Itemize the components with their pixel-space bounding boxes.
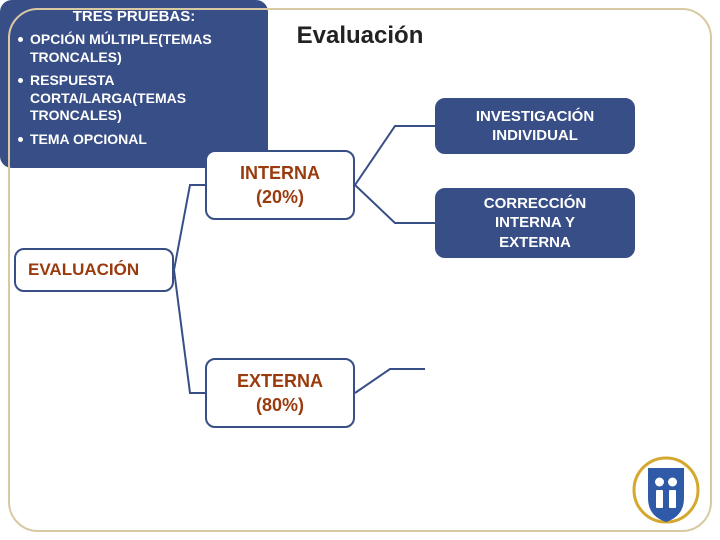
node-evaluacion: EVALUACIÓN (14, 248, 174, 292)
school-logo (632, 454, 700, 526)
node-correccion-line2: INTERNA Y (484, 213, 587, 233)
node-investigacion-line1: INVESTIGACIÓN (476, 107, 594, 127)
list-item: OPCIÓN MÚLTIPLE(TEMAS TRONCALES) (18, 31, 254, 66)
node-externa-line2: (80%) (237, 393, 323, 417)
node-correccion-line3: EXTERNA (484, 233, 587, 253)
tres-pruebas-list: OPCIÓN MÚLTIPLE(TEMAS TRONCALES) RESPUES… (14, 31, 254, 148)
node-externa-line1: EXTERNA (237, 369, 323, 393)
node-evaluacion-label: EVALUACIÓN (28, 260, 139, 280)
list-item: TEMA OPCIONAL (18, 131, 254, 149)
node-interna-line1: INTERNA (240, 161, 320, 185)
node-correccion-line1: CORRECCIÓN (484, 194, 587, 214)
node-investigacion: INVESTIGACIÓN INDIVIDUAL (435, 98, 635, 154)
node-externa: EXTERNA (80%) (205, 358, 355, 428)
node-investigacion-line2: INDIVIDUAL (476, 126, 594, 146)
node-interna: INTERNA (20%) (205, 150, 355, 220)
node-correccion: CORRECCIÓN INTERNA Y EXTERNA (435, 188, 635, 258)
node-interna-line2: (20%) (240, 185, 320, 209)
list-item: RESPUESTA CORTA/LARGA(TEMAS TRONCALES) (18, 72, 254, 125)
